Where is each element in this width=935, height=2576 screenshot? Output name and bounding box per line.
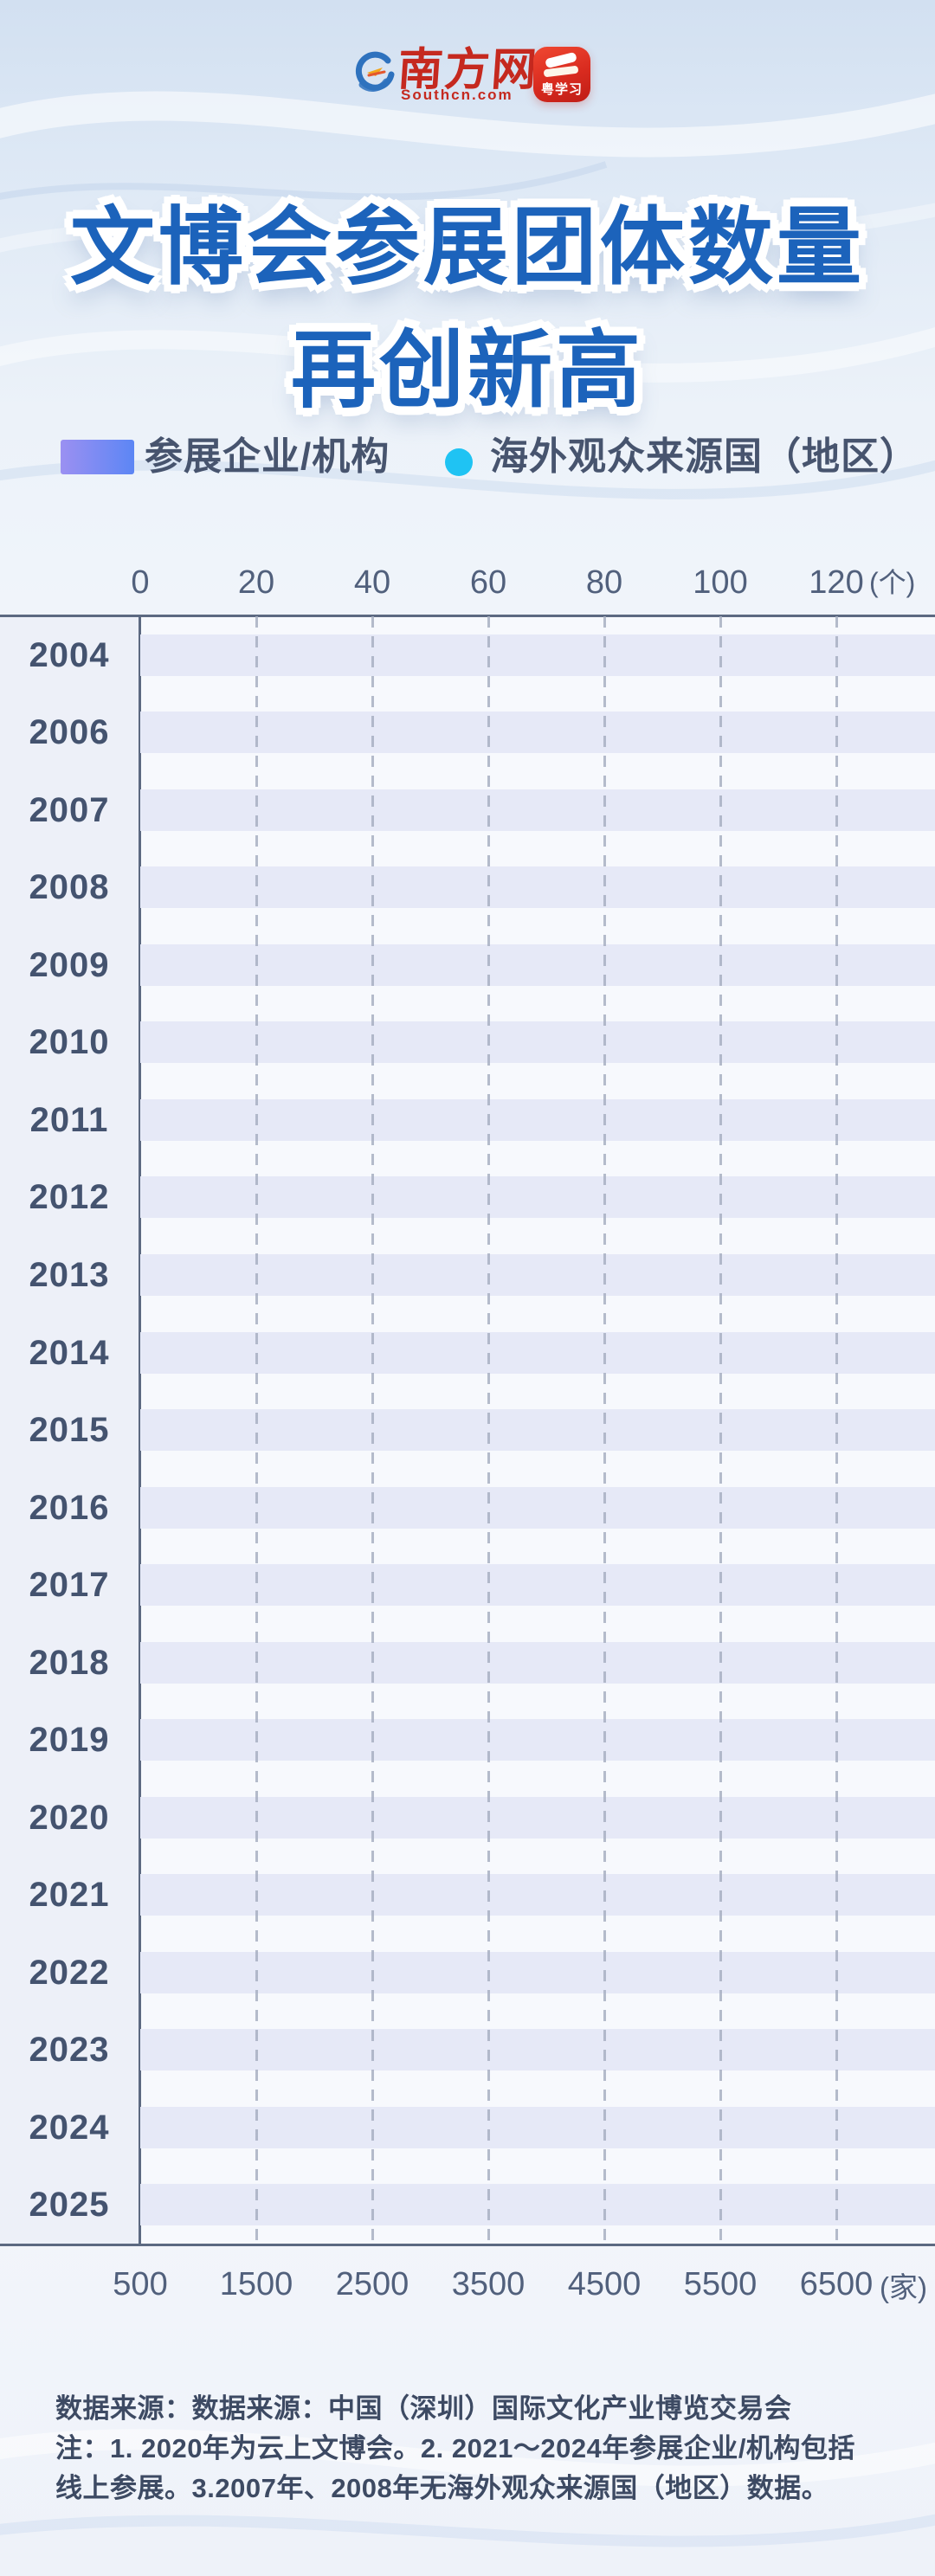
bottom-axis-tick: 3500: [451, 2266, 526, 2302]
row-band: [140, 2184, 935, 2226]
year-label: 2015: [29, 1411, 110, 1449]
note-line-2: 线上参展。3.2007年、2008年无海外观众来源国（地区）数据。: [55, 2473, 829, 2503]
year-label: 2012: [29, 1178, 110, 1217]
yuexuexi-app-icon: 粤学习: [533, 47, 590, 102]
year-label: 2010: [29, 1023, 110, 1062]
gridline-dashed: [487, 616, 490, 2244]
bottom-axis-unit: (家): [880, 2271, 927, 2303]
row-band: [140, 1409, 935, 1451]
year-label: 2017: [29, 1566, 110, 1604]
header: 南方网 Southcn.com 粤学习: [0, 0, 935, 130]
gridline-dashed: [371, 616, 374, 2244]
year-column-bg: [0, 616, 140, 2244]
yuexuexi-app-label: 粤学习: [540, 82, 583, 97]
row-band: [140, 1951, 935, 1993]
row-band: [140, 1486, 935, 1529]
bottom-axis-tick: 6500: [799, 2266, 874, 2302]
year-label: 2011: [29, 1100, 109, 1139]
top-axis-tick: 20: [237, 564, 275, 601]
top-axis-tick: 60: [469, 564, 507, 601]
row-band: [140, 789, 935, 831]
bottom-axis-tick: 5500: [683, 2266, 758, 2302]
row-band: [140, 1796, 935, 1839]
gridline-dashed: [835, 616, 838, 2244]
year-label: 2023: [29, 2031, 110, 2070]
row-band: [140, 1254, 935, 1296]
top-axis-tick: 100: [693, 564, 748, 601]
row-band: [140, 1331, 935, 1374]
year-label: 2022: [29, 1953, 110, 1992]
row-band: [140, 1021, 935, 1064]
row-band: [140, 1176, 935, 1219]
row-band: [140, 1098, 935, 1141]
row-band: [140, 866, 935, 909]
row-band: [140, 1564, 935, 1606]
year-label: 2008: [29, 868, 110, 907]
top-axis-tick: 0: [131, 564, 150, 601]
gridline-dashed: [255, 616, 258, 2244]
legend-swatch-exhibitors: [61, 440, 134, 474]
note-line-1: 注：1. 2020年为云上文博会。2. 2021～2024年参展企业/机构包括: [55, 2433, 855, 2463]
top-axis-tick: 120: [809, 564, 864, 601]
bottom-axis-tick: 4500: [567, 2266, 642, 2302]
year-label: 2019: [29, 1721, 110, 1760]
data-source-line: 数据来源：数据来源：中国（深圳）国际文化产业博览交易会: [55, 2393, 792, 2424]
bottom-axis-tick: 2500: [335, 2266, 409, 2302]
year-label: 2007: [29, 790, 110, 829]
legend-label-overseas: 海外观众来源国（地区）: [490, 435, 919, 478]
row-band: [140, 943, 935, 986]
southcn-logo-icon: [355, 51, 395, 92]
year-label: 2004: [29, 635, 110, 674]
year-label: 2006: [29, 713, 110, 752]
row-band: [140, 634, 935, 676]
year-label: 2009: [29, 945, 110, 984]
gridline-dashed: [603, 616, 606, 2244]
year-label: 2020: [29, 1798, 110, 1837]
axis-line-vertical: [139, 616, 141, 2244]
footer-notes: 数据来源：数据来源：中国（深圳）国际文化产业博览交易会 注：1. 2020年为云…: [55, 2389, 904, 2508]
top-axis-tick: 80: [585, 564, 623, 601]
year-label: 2013: [29, 1256, 110, 1294]
bottom-axis-tick: 500: [113, 2266, 168, 2302]
row-band: [140, 1641, 935, 1684]
row-band: [140, 1874, 935, 1916]
top-axis-unit: (个): [869, 567, 916, 598]
southcn-domain-text: Southcn.com: [401, 87, 513, 103]
row-band: [140, 2029, 935, 2071]
chart-bottom-border: [0, 2244, 935, 2246]
row-band: [140, 712, 935, 754]
year-label: 2018: [29, 1643, 110, 1682]
bottom-axis-tick: 1500: [219, 2266, 293, 2302]
year-label: 2024: [29, 2108, 110, 2147]
legend-dot-overseas: [445, 448, 473, 476]
page-title-line2: 再创新高: [290, 322, 644, 417]
year-label: 2016: [29, 1488, 110, 1527]
year-label: 2025: [29, 2186, 110, 2225]
chart-top-border: [0, 615, 935, 617]
gridline-dashed: [719, 616, 722, 2244]
top-axis-tick: 40: [353, 564, 391, 601]
legend-label-exhibitors: 参展企业/机构: [145, 435, 390, 478]
row-band: [140, 1719, 935, 1761]
row-band: [140, 2106, 935, 2148]
page-title-line1: 文博会参展团体数量: [69, 199, 865, 294]
year-label: 2021: [29, 1876, 110, 1915]
year-label: 2014: [29, 1333, 110, 1372]
